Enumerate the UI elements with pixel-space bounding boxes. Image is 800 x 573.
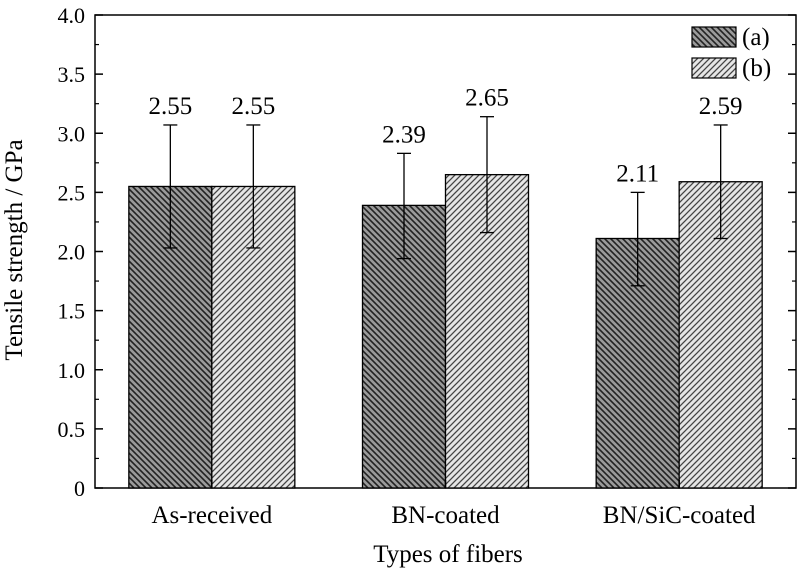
y-tick-label: 2.5 [58,180,86,205]
x-axis-ticks: As-received BN-coated BN/SiC-coated [151,480,756,529]
bar-a [595,237,680,489]
legend: (a) (b) [691,24,771,82]
x-axis-title: Types of fibers [373,541,523,568]
data-label: 2.39 [382,121,426,148]
data-label: 2.55 [231,93,275,120]
x-tick-label: As-received [151,502,272,529]
data-label: 2.55 [148,93,192,120]
legend-label: (a) [742,24,770,51]
x-tick-label: BN-coated [391,502,500,529]
data-label: 2.65 [465,85,509,112]
data-label: 2.11 [616,160,659,187]
y-tick-label: 1.0 [58,358,86,383]
y-tick-label: 0 [74,476,85,501]
y-axis-ticks: 0 0.5 1.0 1.5 2.0 2.5 3.0 3.5 4.0 [58,3,796,501]
error-bars-group [163,116,728,287]
legend-label: (b) [742,55,771,82]
y-tick-label: 3.0 [58,121,86,146]
legend-swatch-a [691,26,737,48]
y-tick-label: 2.0 [58,240,86,265]
data-label: 2.59 [699,93,743,120]
y-axis-title: Tensile strength / GPa [1,139,28,360]
data-labels-group: 2.55 2.55 2.39 2.65 2.11 2.59 [148,85,742,188]
y-tick-label: 1.5 [58,299,86,324]
legend-swatch-b [691,57,737,79]
x-tick-label: BN/SiC-coated [603,502,756,529]
bars-group [128,173,763,489]
y-tick-label: 4.0 [58,3,86,28]
y-tick-label: 0.5 [58,417,86,442]
y-tick-label: 3.5 [58,62,86,87]
